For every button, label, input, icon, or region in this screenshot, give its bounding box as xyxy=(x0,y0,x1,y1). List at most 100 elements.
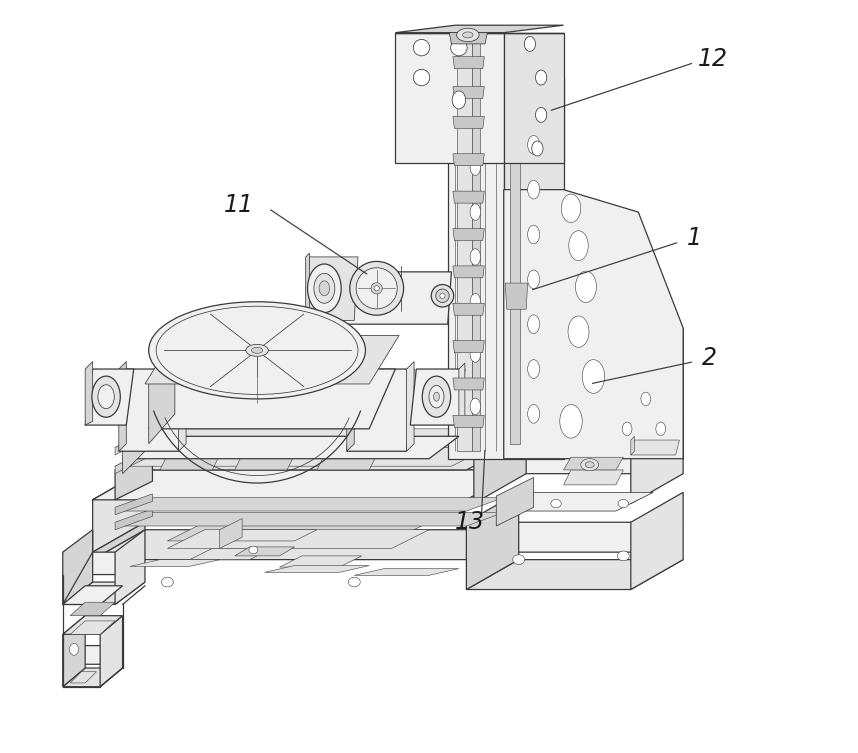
Polygon shape xyxy=(280,556,362,567)
Ellipse shape xyxy=(356,268,397,309)
Polygon shape xyxy=(474,444,683,474)
Polygon shape xyxy=(100,616,123,687)
Ellipse shape xyxy=(535,108,547,123)
Ellipse shape xyxy=(456,28,479,41)
Text: 2: 2 xyxy=(702,346,716,370)
Polygon shape xyxy=(467,523,683,552)
Ellipse shape xyxy=(432,285,454,307)
Polygon shape xyxy=(93,523,145,559)
Polygon shape xyxy=(115,451,153,500)
Polygon shape xyxy=(85,369,134,425)
Ellipse shape xyxy=(470,159,480,175)
Ellipse shape xyxy=(414,39,430,56)
Ellipse shape xyxy=(161,578,173,587)
Ellipse shape xyxy=(470,398,480,415)
Polygon shape xyxy=(305,253,310,321)
Polygon shape xyxy=(496,477,534,526)
Polygon shape xyxy=(453,340,484,352)
Ellipse shape xyxy=(92,376,120,417)
Ellipse shape xyxy=(436,289,450,303)
Polygon shape xyxy=(160,455,220,470)
Polygon shape xyxy=(264,566,369,572)
Ellipse shape xyxy=(470,248,480,265)
Ellipse shape xyxy=(535,70,547,85)
Ellipse shape xyxy=(246,344,269,356)
Polygon shape xyxy=(564,457,623,470)
Polygon shape xyxy=(467,559,683,590)
Ellipse shape xyxy=(559,404,583,438)
Polygon shape xyxy=(407,361,414,451)
Polygon shape xyxy=(631,440,680,455)
Ellipse shape xyxy=(528,136,540,154)
Ellipse shape xyxy=(561,194,581,223)
Polygon shape xyxy=(130,559,220,566)
Ellipse shape xyxy=(462,32,473,38)
Polygon shape xyxy=(453,228,484,240)
Polygon shape xyxy=(396,32,504,163)
Ellipse shape xyxy=(319,281,329,296)
Ellipse shape xyxy=(433,392,439,401)
Polygon shape xyxy=(63,582,145,605)
Polygon shape xyxy=(339,264,347,325)
Polygon shape xyxy=(63,645,123,664)
Polygon shape xyxy=(347,369,414,451)
Ellipse shape xyxy=(618,499,629,508)
Ellipse shape xyxy=(148,302,366,399)
Ellipse shape xyxy=(585,462,595,468)
Polygon shape xyxy=(474,414,526,504)
Polygon shape xyxy=(347,361,354,451)
Polygon shape xyxy=(631,414,683,504)
Text: 13: 13 xyxy=(455,511,485,534)
Polygon shape xyxy=(453,87,484,99)
Ellipse shape xyxy=(528,270,540,288)
Polygon shape xyxy=(118,369,186,451)
Polygon shape xyxy=(473,32,480,451)
Polygon shape xyxy=(167,529,429,548)
Polygon shape xyxy=(93,470,519,500)
Polygon shape xyxy=(63,552,145,575)
Polygon shape xyxy=(148,354,175,444)
Polygon shape xyxy=(70,602,115,616)
Polygon shape xyxy=(115,428,489,447)
Polygon shape xyxy=(453,266,484,278)
Polygon shape xyxy=(396,25,564,32)
Polygon shape xyxy=(70,672,96,683)
Ellipse shape xyxy=(569,230,589,261)
Polygon shape xyxy=(115,447,489,466)
Ellipse shape xyxy=(622,422,632,435)
Polygon shape xyxy=(453,303,484,316)
Ellipse shape xyxy=(528,315,540,334)
Polygon shape xyxy=(63,616,123,634)
Ellipse shape xyxy=(551,499,561,508)
Polygon shape xyxy=(115,509,153,529)
Polygon shape xyxy=(305,257,358,321)
Polygon shape xyxy=(339,272,451,325)
Polygon shape xyxy=(178,361,186,451)
Polygon shape xyxy=(453,191,484,203)
Ellipse shape xyxy=(641,392,650,406)
Polygon shape xyxy=(504,190,683,459)
Polygon shape xyxy=(317,455,377,470)
Polygon shape xyxy=(631,492,683,590)
Ellipse shape xyxy=(528,404,540,423)
Text: 11: 11 xyxy=(223,193,253,217)
Polygon shape xyxy=(115,494,153,515)
Polygon shape xyxy=(235,455,294,470)
Polygon shape xyxy=(631,436,635,455)
Ellipse shape xyxy=(414,69,430,86)
Polygon shape xyxy=(63,529,93,605)
Polygon shape xyxy=(453,56,484,69)
Polygon shape xyxy=(410,369,465,425)
Polygon shape xyxy=(220,519,242,548)
Ellipse shape xyxy=(156,306,358,395)
Polygon shape xyxy=(453,154,484,166)
Ellipse shape xyxy=(348,578,360,587)
Polygon shape xyxy=(63,668,123,687)
Ellipse shape xyxy=(568,316,589,347)
Polygon shape xyxy=(457,32,473,451)
Ellipse shape xyxy=(440,293,445,298)
Polygon shape xyxy=(496,492,653,511)
Polygon shape xyxy=(118,361,126,451)
Ellipse shape xyxy=(470,346,480,362)
Ellipse shape xyxy=(371,282,383,294)
